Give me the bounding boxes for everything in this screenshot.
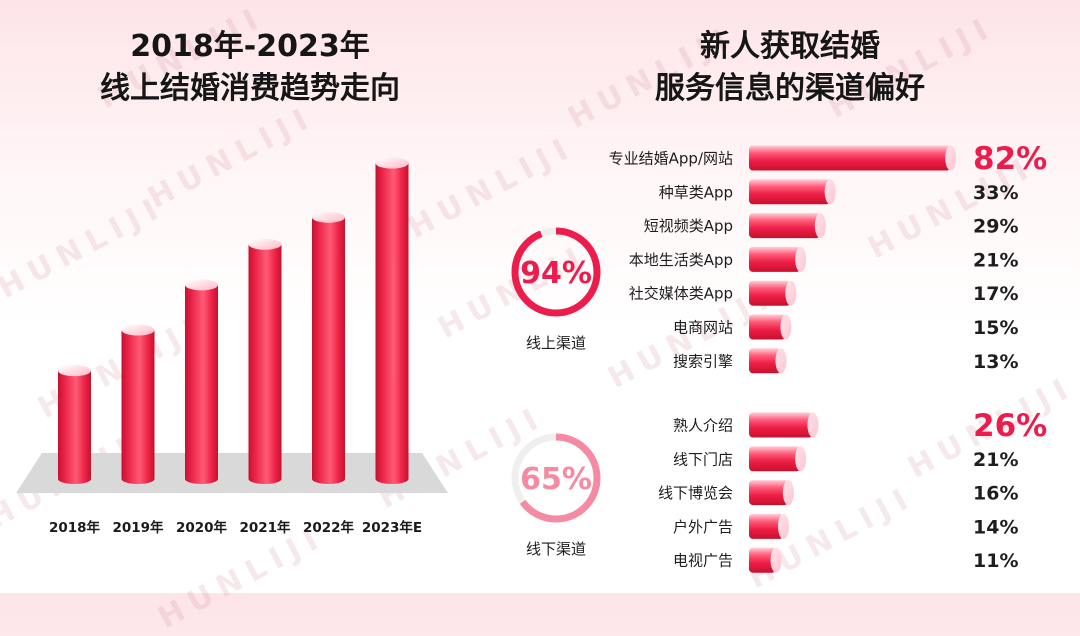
- hbar-end-cap: [782, 480, 794, 506]
- hbar-end-cap: [780, 314, 792, 340]
- hbar-end-cap: [785, 280, 797, 306]
- bar-2020年: [185, 284, 218, 484]
- bar-top-cap: [312, 211, 345, 223]
- value-label: 13%: [973, 351, 1018, 373]
- hbar-end-cap: [824, 179, 836, 205]
- value-label: 15%: [973, 317, 1018, 339]
- right-chart-title: 新人获取结婚 服务信息的渠道偏好: [600, 26, 980, 110]
- hbar-短视频类App: [749, 213, 821, 239]
- category-label: 短视频类App: [644, 217, 733, 235]
- top-value-label: 26%: [973, 408, 1047, 444]
- bar-2021年: [248, 244, 282, 484]
- bar-2019年: [121, 330, 155, 484]
- bar-top-cap: [121, 324, 155, 336]
- left-chart-title: 2018年-2023年 线上结婚消费趋势走向: [40, 26, 460, 110]
- ring-progress-线上渠道: [511, 227, 601, 317]
- value-label: 29%: [973, 216, 1018, 238]
- bar-top-cap: [375, 157, 409, 169]
- right-title-line1: 新人获取结婚: [700, 29, 880, 64]
- ring-total-value: 94%: [520, 256, 592, 291]
- hbar-线下博览会: [749, 480, 789, 506]
- right-title-line2: 服务信息的渠道偏好: [655, 71, 925, 106]
- x-tick-label: 2023年E: [362, 519, 422, 536]
- left-title-line1: 2018年-2023年: [130, 29, 370, 64]
- hbar-end-cap: [814, 213, 826, 239]
- category-label: 电商网站: [673, 319, 733, 337]
- hbar-电视广告: [749, 547, 777, 573]
- hbar-电商网站: [749, 314, 786, 340]
- category-label: 本地生活类App: [629, 251, 733, 269]
- left-title-line2: 线上结婚消费趋势走向: [100, 71, 400, 106]
- category-label: 专业结婚App/网站: [609, 150, 733, 168]
- category-label: 户外广告: [673, 518, 733, 536]
- x-tick-label: 2019年: [112, 519, 164, 536]
- yearly-trend-chart: 2018年 2019年 2020年 2021年 2022年 2023年E: [16, 157, 448, 536]
- category-label: 线下门店: [673, 450, 733, 468]
- x-tick-label: 2021年: [239, 519, 291, 536]
- hbar-种草类App: [749, 179, 831, 205]
- hbar-end-cap: [945, 145, 957, 171]
- hbar-end-cap: [775, 348, 787, 374]
- bar-top-cap: [248, 238, 282, 250]
- category-label: 熟人介绍: [673, 417, 733, 435]
- x-tick-label: 2020年: [176, 519, 228, 536]
- x-tick-label: 2022年: [303, 519, 355, 536]
- hbar-end-cap: [770, 547, 782, 573]
- category-label: 线下博览会: [658, 484, 733, 502]
- value-label: 33%: [973, 182, 1018, 204]
- value-label: 17%: [973, 283, 1018, 305]
- category-label: 社交媒体类App: [629, 285, 733, 303]
- hbar-end-cap: [795, 446, 807, 472]
- hbar-end-cap: [795, 246, 807, 272]
- hbar-熟人介绍: [749, 412, 813, 438]
- value-label: 21%: [973, 249, 1018, 271]
- hbar-搜索引擎: [749, 348, 781, 374]
- value-label: 21%: [973, 449, 1018, 471]
- hbar-社交媒体类App: [749, 280, 791, 306]
- category-label: 搜索引擎: [673, 352, 733, 370]
- bar-top-cap: [185, 279, 218, 291]
- hbar-户外广告: [749, 513, 784, 539]
- hbar-end-cap: [807, 412, 819, 438]
- value-label: 11%: [973, 550, 1018, 572]
- channel-preference-chart: 94% 线上渠道 65% 线下渠道 专业结婚App/网站 82% 种草类App 33% 短视频…: [511, 141, 1047, 573]
- x-tick-label: 2018年: [49, 519, 101, 536]
- category-label: 种草类App: [659, 183, 733, 201]
- hbar-本地生活类App: [749, 246, 801, 272]
- ring-group-label: 线上渠道: [526, 334, 586, 352]
- ring-progress-线下渠道: [511, 433, 601, 523]
- category-label: 电视广告: [673, 552, 733, 570]
- hbar-线下门店: [749, 446, 801, 472]
- ring-total-value: 65%: [520, 462, 592, 497]
- value-label: 14%: [973, 516, 1018, 538]
- bar-2022年: [312, 217, 345, 484]
- bar-top-cap: [58, 365, 91, 377]
- hbar-专业结婚App/网站: [749, 145, 951, 171]
- hbar-end-cap: [777, 513, 789, 539]
- value-label: 16%: [973, 483, 1018, 505]
- bar-2018年: [58, 370, 91, 484]
- top-value-label: 82%: [973, 141, 1047, 177]
- ring-group-label: 线下渠道: [526, 540, 586, 558]
- bar-2023年E: [375, 163, 409, 484]
